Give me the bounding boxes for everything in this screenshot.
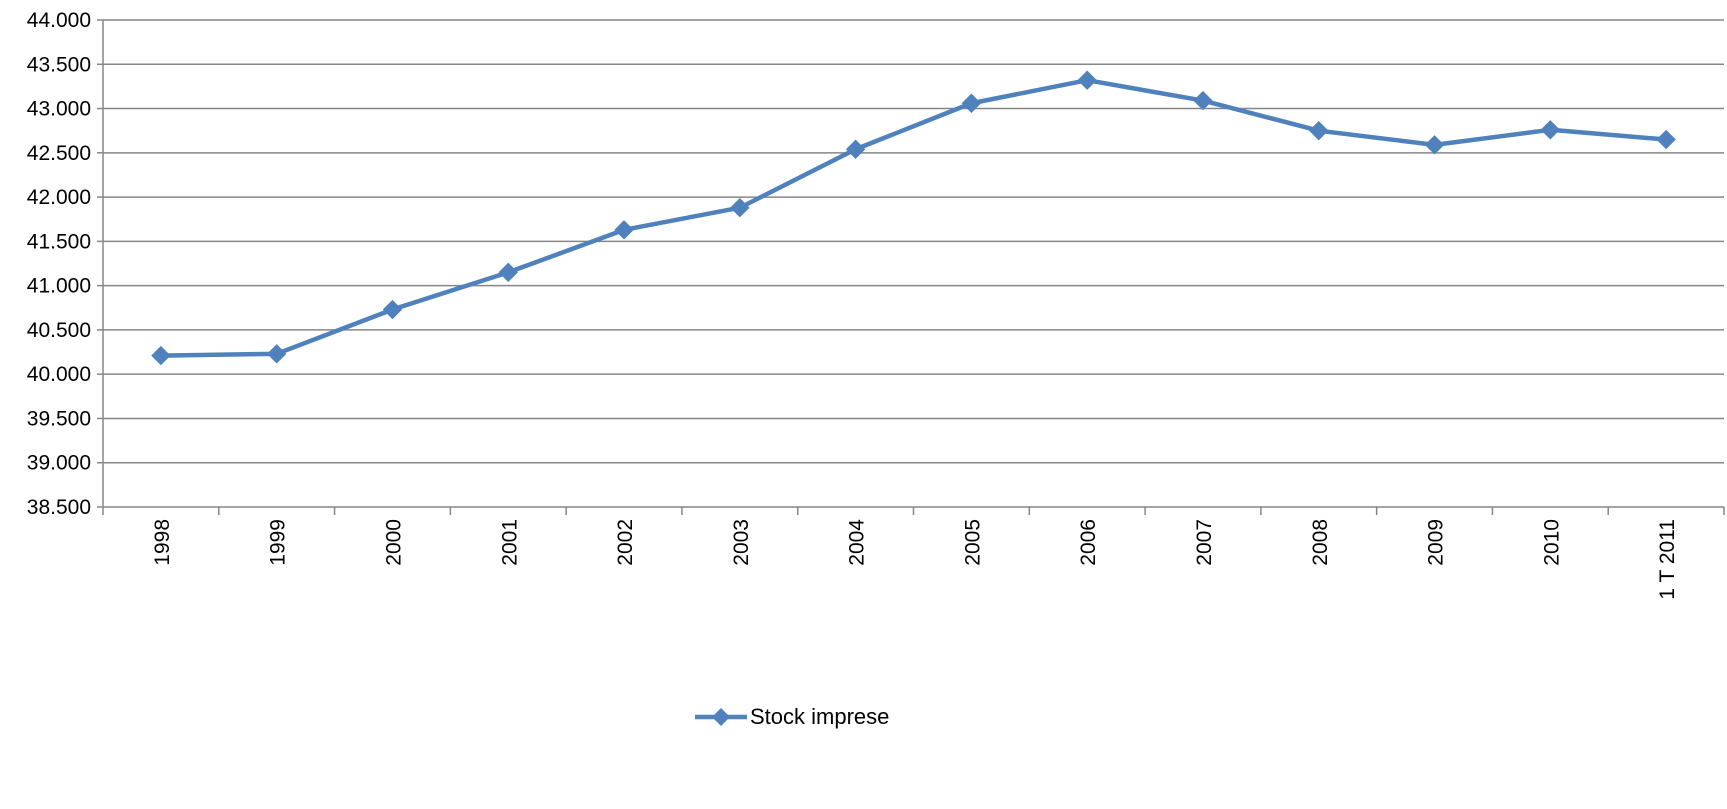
legend-label: Stock imprese: [750, 704, 889, 729]
y-tick-label: 38.500: [27, 496, 91, 519]
x-tick-label: 2001: [498, 519, 521, 566]
y-tick-label: 40.500: [27, 319, 91, 342]
legend: Stock imprese: [695, 704, 889, 729]
data-point-marker: [1077, 70, 1097, 90]
x-tick-label: 2009: [1425, 519, 1448, 566]
x-tick-label: 2000: [382, 519, 405, 566]
x-tick-label: 1998: [151, 519, 174, 566]
data-point-marker: [1656, 129, 1676, 150]
data-point-marker: [1309, 120, 1329, 141]
x-tick-label: 2006: [1077, 519, 1100, 566]
series-stock-imprese: [151, 70, 1676, 366]
x-tick-label: 2007: [1193, 519, 1216, 566]
x-tick-label: 2004: [846, 519, 869, 566]
y-tick-label: 40.000: [27, 363, 91, 386]
data-point-marker: [845, 139, 866, 159]
gridlines: [103, 19, 1724, 464]
x-axis-tick-labels: 1998 1999 2000 2001 2002 2003 2004 2005 2006 2007…: [151, 519, 1679, 600]
data-point-marker: [498, 262, 518, 283]
x-tick-label: 2005: [961, 519, 984, 566]
y-tick-label: 39.500: [27, 407, 91, 430]
data-point-marker: [961, 93, 982, 113]
data-point-marker: [382, 299, 403, 320]
series-line: [160, 77, 1667, 358]
data-point-marker: [151, 345, 171, 366]
y-axis-tick-labels: 38.500 39.000 39.500 40.000 40.500 41.000 41.5…: [27, 9, 91, 519]
data-point-marker: [730, 198, 750, 218]
data-point-marker: [1540, 120, 1561, 140]
x-tick-label: 2010: [1540, 519, 1563, 566]
x-tick-label: 2003: [730, 519, 753, 566]
x-tick-label: 1999: [267, 519, 290, 566]
data-point-marker: [1193, 90, 1213, 111]
data-point-marker: [614, 220, 634, 240]
x-tick-label: 1 T 2011: [1656, 519, 1679, 600]
y-tick-label: 41.000: [27, 275, 91, 298]
y-tick-label: 41.500: [27, 230, 91, 253]
y-tick-label: 43.000: [27, 98, 91, 121]
y-tick-label: 39.000: [27, 452, 91, 475]
data-point-marker: [266, 344, 287, 364]
data-point-marker: [1424, 135, 1445, 155]
x-tick-label: 2002: [614, 519, 637, 566]
y-tick-label: 42.000: [27, 186, 91, 209]
x-tick-label: 2008: [1309, 519, 1332, 566]
y-tick-label: 42.500: [27, 142, 91, 165]
y-tick-label: 43.500: [27, 53, 91, 76]
axes: [97, 19, 1725, 515]
y-tick-label: 44.000: [27, 9, 91, 32]
legend-diamond-marker: [712, 708, 730, 726]
